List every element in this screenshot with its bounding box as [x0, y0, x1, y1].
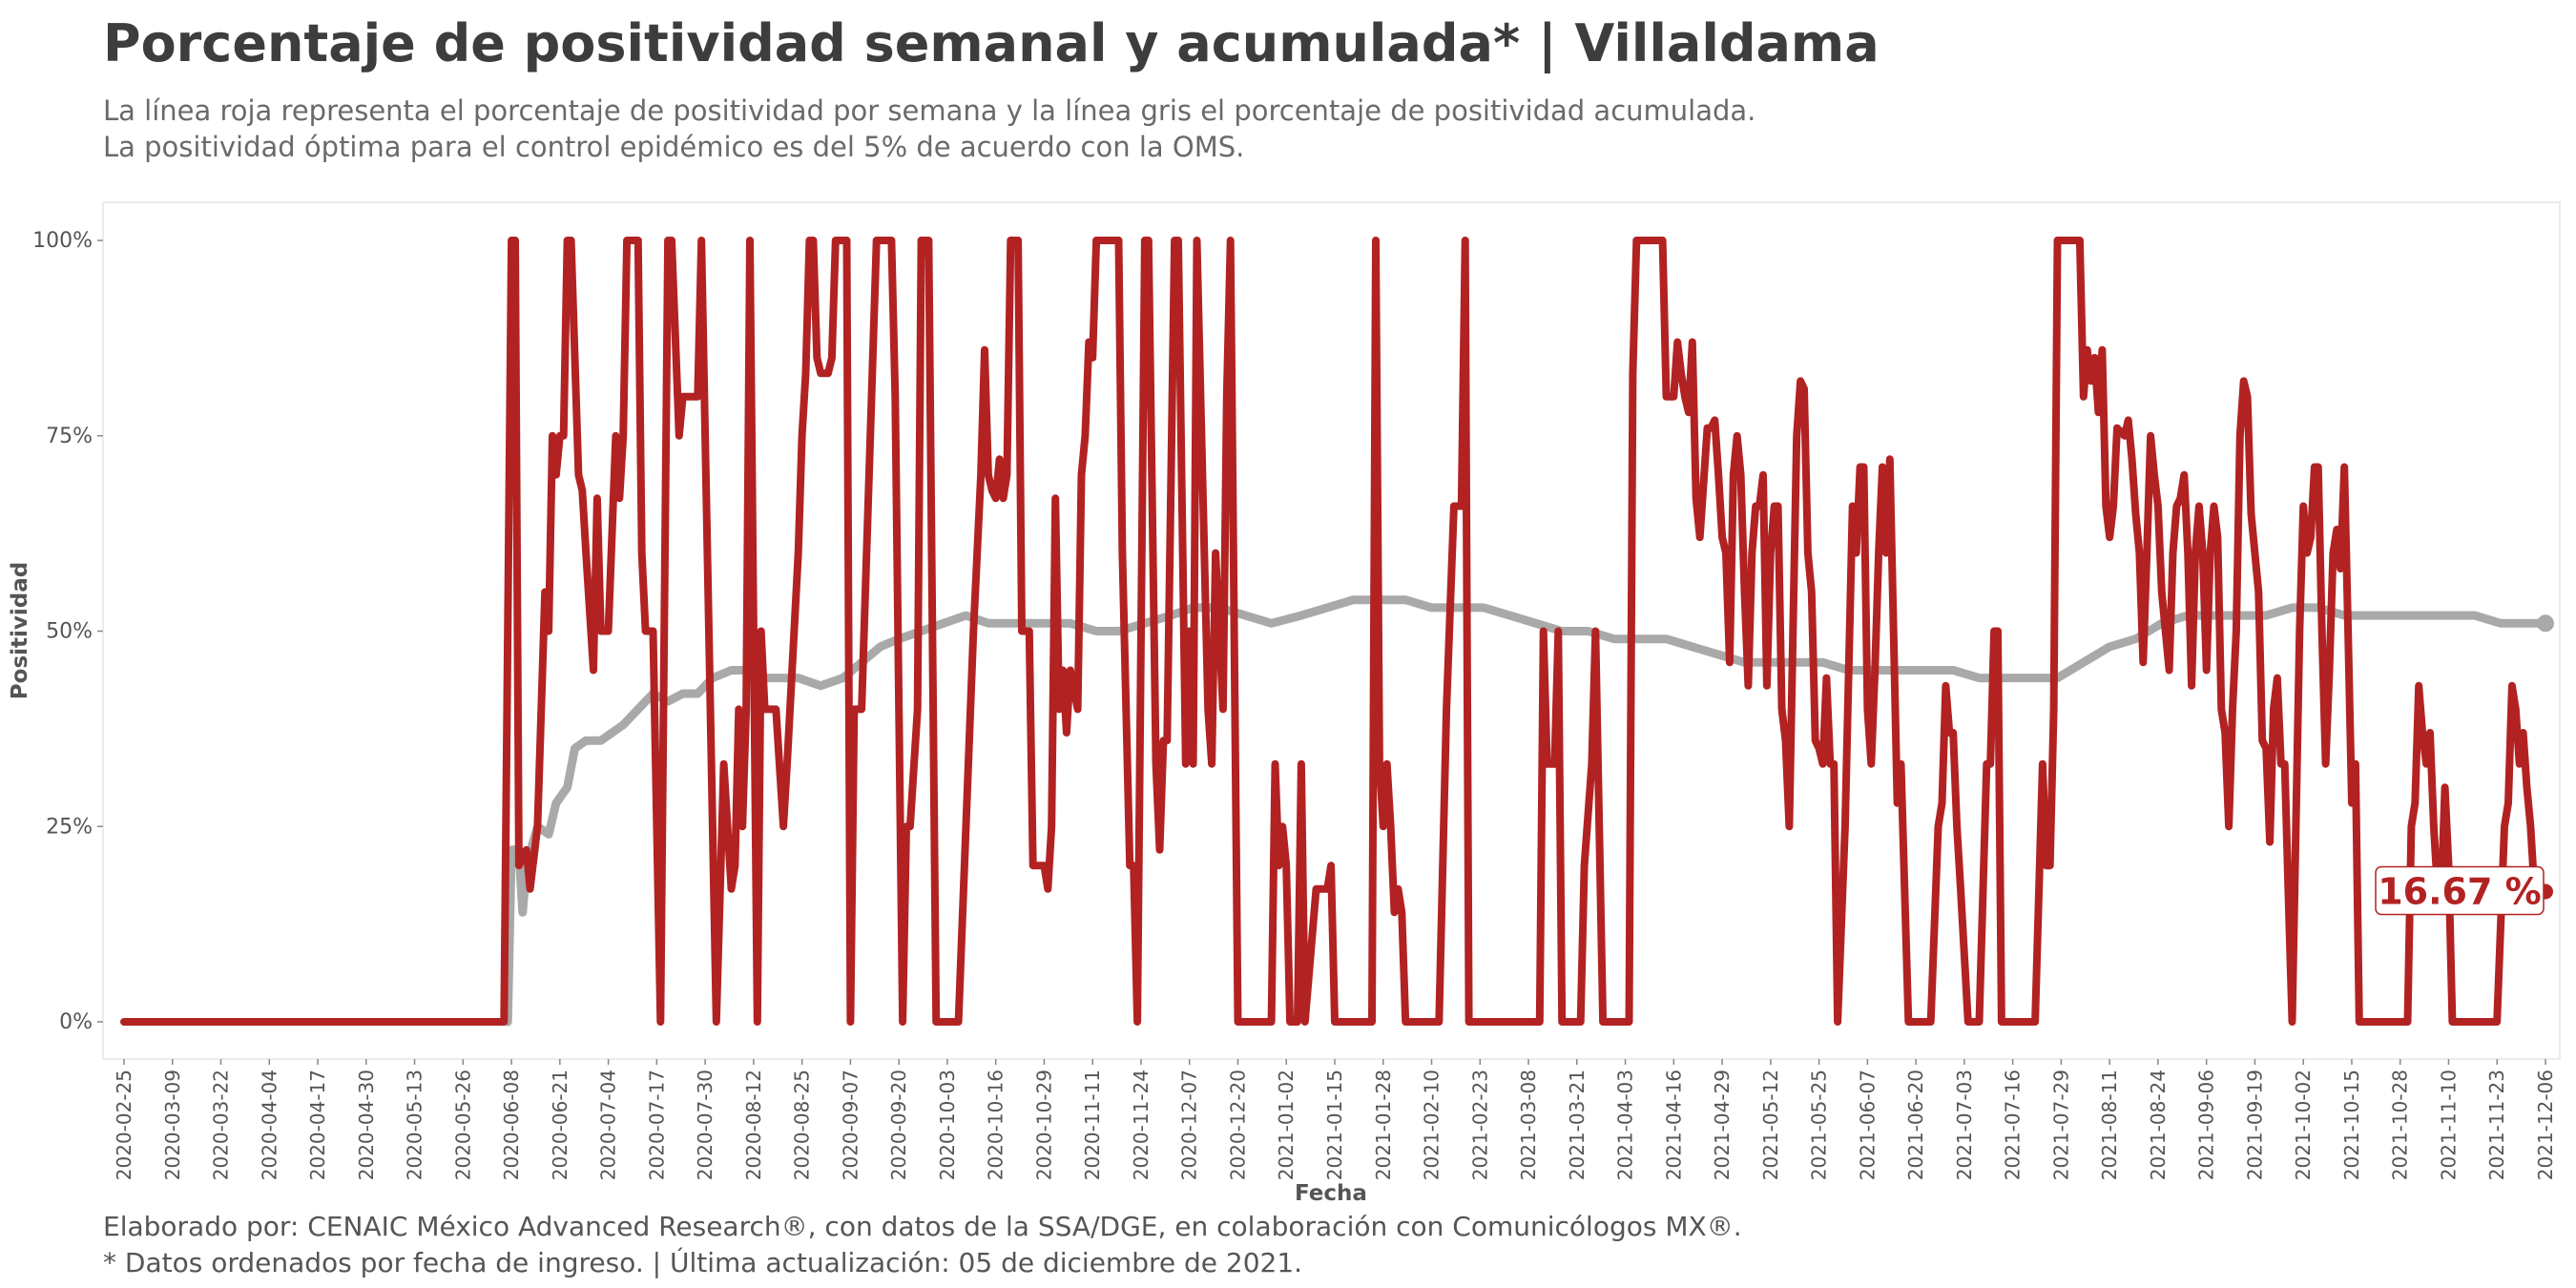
- x-axis-title: Fecha: [1295, 1181, 1367, 1206]
- x-tick-label: 2021-01-28: [1372, 1070, 1395, 1180]
- x-tick-label: 2020-07-04: [597, 1070, 620, 1180]
- subtitle-line-2: La positividad óptima para el control ep…: [103, 131, 1245, 163]
- weekly-positivity-line: [120, 237, 2549, 1026]
- x-tick-label: 2021-01-02: [1275, 1070, 1298, 1180]
- x-tick-label: 2021-05-25: [1808, 1070, 1831, 1180]
- x-tick-label: 2020-10-03: [936, 1070, 959, 1180]
- x-tick-label: 2021-04-16: [1662, 1070, 1685, 1180]
- end-label-value: 16.67 %: [2378, 870, 2542, 912]
- end-label-layer: 16.67 %: [2375, 865, 2545, 916]
- x-tick-label: 2020-08-12: [742, 1070, 765, 1180]
- x-tick-label: 2021-02-10: [1421, 1070, 1444, 1180]
- x-tick-label: 2021-08-11: [2098, 1070, 2121, 1180]
- x-tick-label: 2020-06-21: [549, 1070, 571, 1180]
- x-tick-label: 2021-08-24: [2147, 1070, 2170, 1180]
- x-tick-label: 2020-04-04: [258, 1070, 280, 1180]
- cumulative-end-point: [2537, 614, 2554, 633]
- x-tick-label: 2021-03-08: [1517, 1070, 1540, 1180]
- x-tick-label: 2021-10-15: [2340, 1070, 2363, 1180]
- y-axis-title: Positividad: [8, 562, 32, 699]
- x-tick-label: 2020-10-29: [1032, 1070, 1055, 1180]
- x-tick-label: 2020-06-08: [500, 1070, 523, 1180]
- x-tick-label: 2021-04-29: [1711, 1070, 1734, 1180]
- x-tick-label: 2021-04-03: [1614, 1070, 1637, 1180]
- subtitle-line-1: La línea roja representa el porcentaje d…: [103, 94, 1756, 127]
- y-tick-label: 100%: [32, 229, 93, 253]
- x-tick-label: 2020-03-22: [210, 1070, 233, 1180]
- x-tick-label: 2020-02-25: [113, 1070, 135, 1180]
- y-axis-ticks: 0% 25% 50% 75% 100%: [32, 229, 103, 1034]
- y-tick-label: 50%: [46, 620, 93, 644]
- x-tick-label: 2021-05-12: [1759, 1070, 1782, 1180]
- caption-line-2: * Datos ordenados por fecha de ingreso. …: [103, 1247, 1303, 1278]
- x-tick-label: 2020-12-20: [1226, 1070, 1249, 1180]
- x-tick-label: 2020-05-26: [451, 1070, 474, 1180]
- x-tick-label: 2021-01-15: [1323, 1070, 1346, 1180]
- x-tick-label: 2020-04-30: [355, 1070, 378, 1180]
- x-tick-label: 2021-07-03: [1953, 1070, 1976, 1180]
- x-tick-label: 2021-12-06: [2534, 1070, 2557, 1180]
- y-tick-label: 25%: [46, 815, 93, 839]
- x-tick-label: 2020-10-16: [985, 1070, 1008, 1180]
- chart-subtitle: La línea roja representa el porcentaje d…: [103, 93, 1755, 165]
- x-tick-label: 2021-10-02: [2292, 1070, 2315, 1180]
- x-tick-label: 2021-06-20: [1904, 1070, 1927, 1180]
- x-tick-label: 2020-09-07: [839, 1070, 862, 1180]
- x-tick-label: 2021-11-23: [2485, 1070, 2508, 1180]
- x-tick-label: 2020-12-07: [1178, 1070, 1201, 1180]
- x-tick-label: 2020-11-24: [1130, 1070, 1153, 1180]
- x-tick-label: 2021-03-21: [1566, 1070, 1589, 1180]
- x-tick-label: 2021-07-16: [2002, 1070, 2025, 1180]
- x-tick-label: 2021-09-19: [2243, 1070, 2266, 1180]
- x-tick-label: 2021-09-06: [2195, 1070, 2218, 1180]
- caption-line-1: Elaborado por: CENAIC México Advanced Re…: [103, 1211, 1742, 1242]
- x-tick-label: 2021-06-07: [1856, 1070, 1879, 1180]
- x-tick-label: 2020-04-17: [306, 1070, 329, 1180]
- end-label-box: [2375, 865, 2545, 916]
- x-tick-label: 2021-07-29: [2049, 1070, 2072, 1180]
- x-tick-label: 2020-07-30: [694, 1070, 717, 1180]
- x-tick-label: 2020-07-17: [645, 1070, 668, 1180]
- x-tick-label: 2020-11-11: [1081, 1070, 1104, 1180]
- chart-title: Porcentaje de positividad semanal y acum…: [103, 13, 1880, 73]
- x-tick-label: 2020-09-20: [887, 1070, 910, 1180]
- x-tick-label: 2021-11-10: [2437, 1070, 2460, 1180]
- x-tick-label: 2021-02-23: [1468, 1070, 1491, 1180]
- x-tick-label: 2020-03-09: [161, 1070, 184, 1180]
- x-tick-label: 2020-08-25: [791, 1070, 814, 1180]
- y-tick-label: 75%: [46, 425, 93, 448]
- series-layer: [120, 237, 2554, 1027]
- chart-caption: Elaborado por: CENAIC México Advanced Re…: [103, 1209, 1742, 1281]
- x-axis-ticks: 2020-02-25 2020-03-09 2020-03-22 2020-04-04…: [113, 1059, 2557, 1180]
- x-tick-label: 2020-05-13: [404, 1070, 426, 1180]
- y-tick-label: 0%: [59, 1010, 93, 1034]
- x-tick-label: 2021-10-28: [2389, 1070, 2412, 1180]
- cumulative-positivity-line: [503, 595, 2550, 1027]
